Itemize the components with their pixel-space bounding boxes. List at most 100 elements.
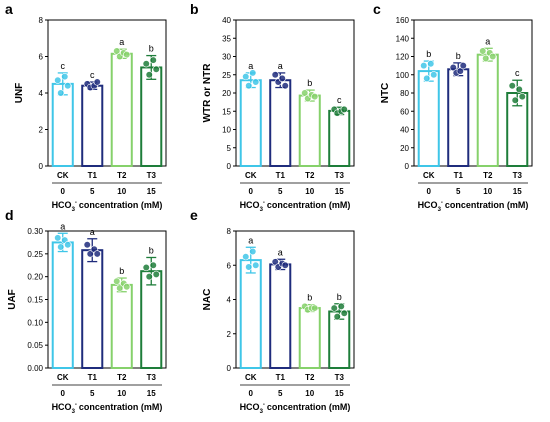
panel-letter: b — [190, 1, 199, 17]
x-concentration-label: 5 — [278, 187, 283, 196]
x-axis-label-suffix: concentration (mM) — [79, 402, 163, 412]
data-point — [427, 60, 435, 68]
data-point — [149, 56, 157, 64]
significance-letter: c — [337, 95, 342, 105]
data-point — [142, 60, 150, 68]
significance-letter: b — [119, 266, 124, 276]
data-point — [511, 96, 519, 104]
y-tick-label: 0 — [39, 162, 44, 171]
x-concentration-label: 15 — [513, 187, 522, 196]
x-concentration-label: 5 — [278, 389, 283, 398]
x-concentration-label: 5 — [90, 389, 95, 398]
x-axis-label-superscript: - — [441, 200, 443, 206]
x-concentration-label: 15 — [335, 389, 344, 398]
data-point — [145, 273, 153, 281]
data-point — [242, 253, 250, 261]
significance-letter: a — [248, 61, 253, 71]
x-concentration-label: 0 — [249, 187, 254, 196]
x-axis-label: HCO3- concentration (mM) — [52, 402, 163, 415]
significance-letter: b — [426, 49, 431, 59]
x-concentration-label: 10 — [305, 389, 314, 398]
y-tick-label: 4 — [227, 296, 232, 305]
data-point — [311, 304, 319, 312]
significance-letter: a — [60, 221, 65, 231]
x-axis-label-prefix: HCO — [240, 200, 260, 210]
significance-letter: a — [248, 235, 253, 245]
x-axis-label-superscript: - — [75, 402, 77, 408]
data-point — [508, 82, 516, 90]
x-category-label: T3 — [335, 373, 345, 382]
data-point — [93, 250, 101, 258]
data-point — [337, 302, 345, 310]
x-concentration-label: 15 — [147, 389, 156, 398]
y-tick-label: 0.05 — [27, 341, 43, 350]
x-axis-label-prefix: HCO — [418, 200, 438, 210]
y-tick-label: 10 — [222, 126, 231, 135]
panel-letter: e — [190, 207, 198, 223]
y-tick-label: 0.20 — [27, 273, 43, 282]
y-tick-label: 0.00 — [27, 364, 43, 373]
data-point — [456, 67, 464, 75]
data-point — [311, 93, 319, 101]
bar-T2 — [476, 53, 499, 167]
x-axis-label-suffix: concentration (mM) — [79, 200, 163, 210]
data-point — [430, 71, 438, 79]
significance-letter: b — [149, 245, 154, 255]
x-category-label: T2 — [483, 171, 493, 180]
x-axis-label-suffix: concentration (mM) — [445, 200, 529, 210]
data-point — [64, 82, 72, 90]
data-point — [86, 250, 94, 258]
y-tick-label: 0.30 — [27, 227, 43, 236]
x-axis-label-subscript: 3 — [438, 207, 442, 213]
data-point — [301, 89, 309, 97]
x-axis-label-subscript: 3 — [72, 207, 76, 213]
x-axis-label: HCO3- concentration (mM) — [240, 200, 351, 213]
x-axis-label-suffix: concentration (mM) — [267, 402, 351, 412]
x-category-label: T2 — [117, 373, 127, 382]
data-point — [242, 72, 250, 81]
x-category-label: T1 — [454, 171, 464, 180]
x-concentration-label: 10 — [305, 187, 314, 196]
data-point — [123, 51, 131, 59]
data-point — [245, 263, 253, 271]
x-category-label: T2 — [305, 171, 315, 180]
data-point — [281, 261, 289, 269]
y-tick-label: 140 — [396, 34, 410, 43]
data-point — [93, 78, 101, 86]
x-axis-label-prefix: HCO — [52, 402, 72, 412]
x-category-label: CK — [423, 171, 435, 180]
bar-CK — [239, 259, 262, 369]
significance-letter: b — [307, 293, 312, 303]
data-point — [252, 78, 260, 86]
x-concentration-label: 10 — [117, 187, 126, 196]
y-tick-label: 0.15 — [27, 296, 43, 305]
data-point — [61, 72, 69, 81]
y-tick-label: 0.25 — [27, 250, 43, 259]
data-point — [57, 243, 65, 251]
chart-panel-d: d 0.00 0.05 0.10 0.15 0.20 0.25 0.30 UAF a CK 0 a T1 5… — [5, 207, 167, 415]
chart-panel-a: a 0 2 4 6 8 UNF c CK 0 c T1 5 a T2 10 b T3 15 HCO3- concentr… — [5, 1, 167, 213]
y-tick-label: 120 — [396, 53, 410, 62]
bar-T2 — [298, 94, 321, 167]
bar-T3 — [140, 270, 163, 370]
significance-letter: a — [278, 61, 283, 71]
x-category-label: CK — [245, 171, 257, 180]
data-point — [518, 93, 526, 101]
x-axis-label-subscript: 3 — [260, 409, 264, 415]
data-point — [489, 52, 497, 61]
x-concentration-label: 0 — [427, 187, 432, 196]
data-point — [333, 313, 341, 321]
significance-letter: c — [515, 68, 520, 78]
x-category-label: T1 — [276, 171, 286, 180]
x-category-label: T1 — [88, 171, 98, 180]
y-axis-label: NTC — [380, 83, 391, 104]
x-category-label: T3 — [147, 171, 157, 180]
x-category-label: T2 — [117, 171, 127, 180]
bar-CK — [51, 82, 74, 167]
data-point — [479, 47, 487, 55]
significance-letter: a — [90, 227, 95, 237]
significance-letter: a — [485, 36, 490, 46]
x-concentration-label: 10 — [483, 187, 492, 196]
bar-T3 — [328, 310, 351, 369]
